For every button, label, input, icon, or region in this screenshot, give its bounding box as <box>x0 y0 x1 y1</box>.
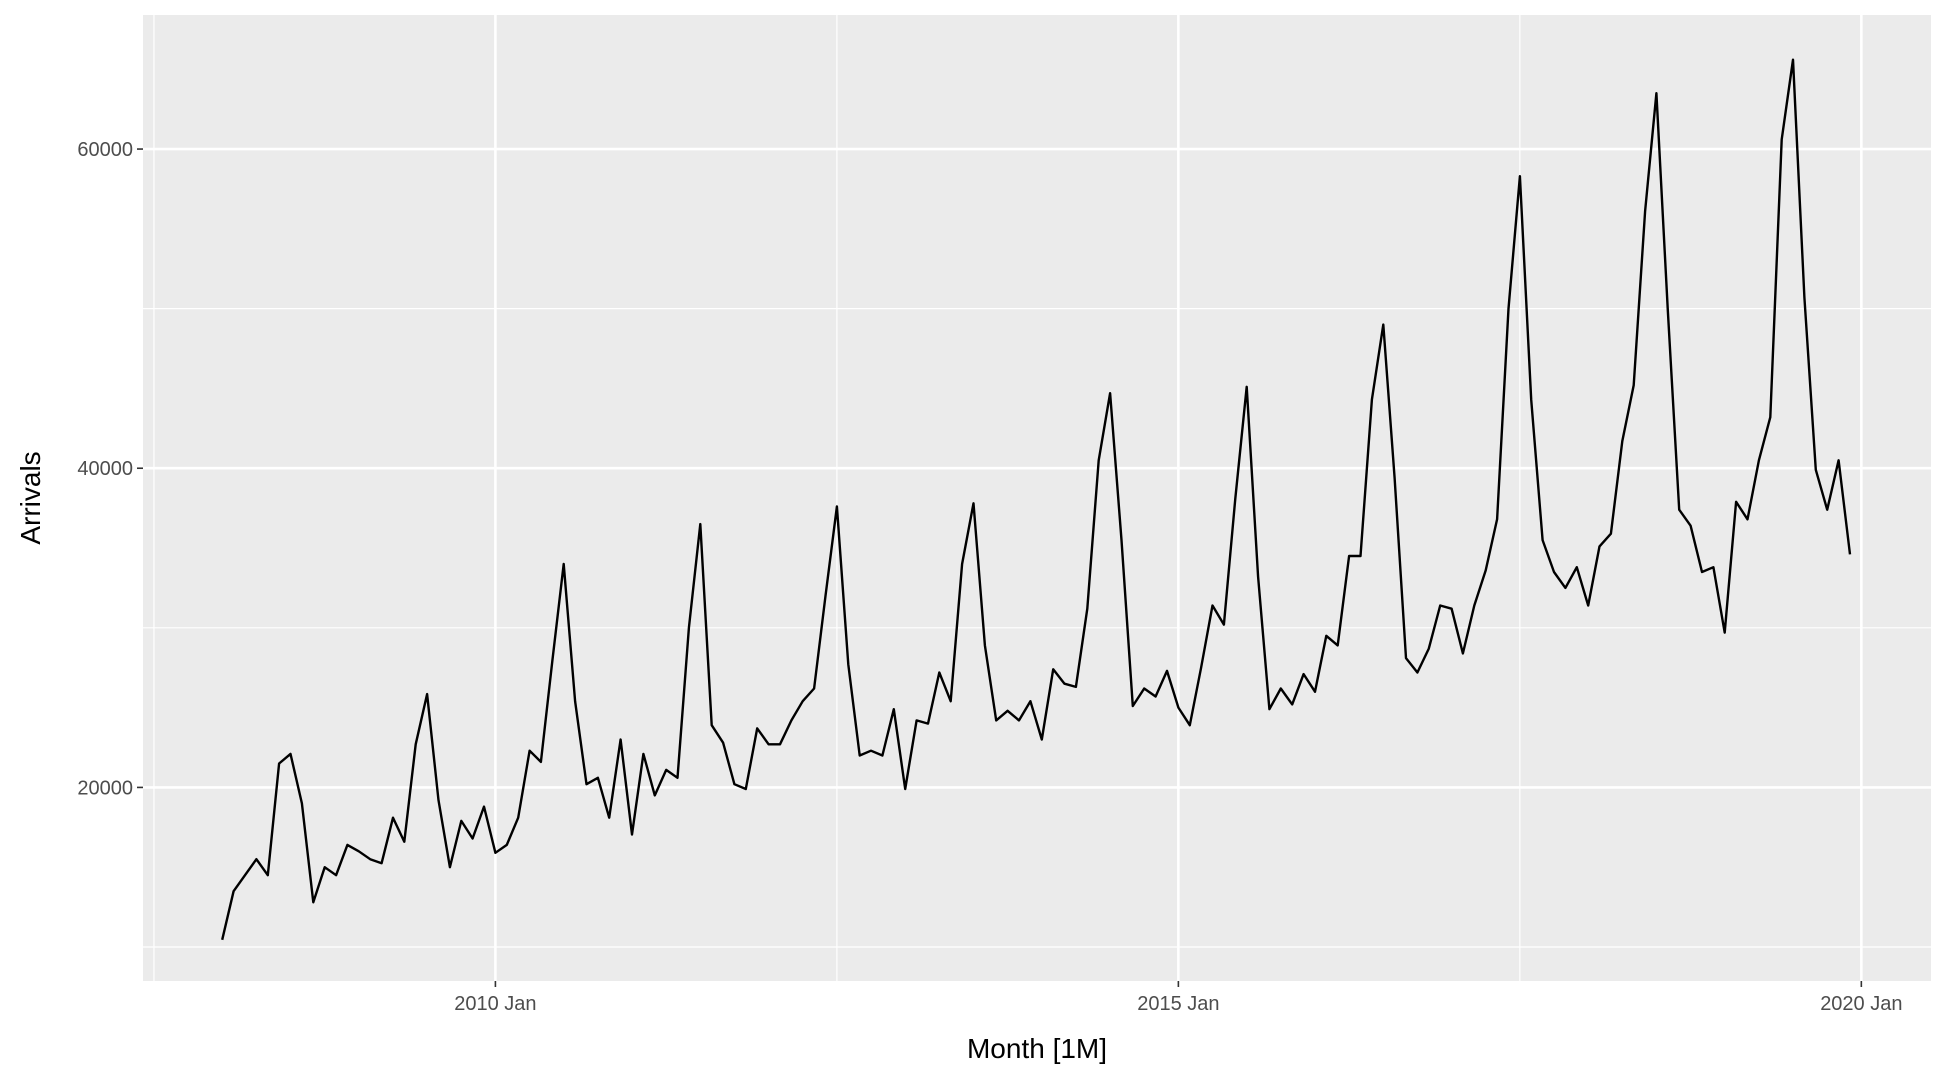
x-axis-title: Month [1M] <box>967 1033 1107 1064</box>
y-tick-label: 40000 <box>77 458 133 480</box>
x-tick-label: 2020 Jan <box>1820 993 1902 1015</box>
series-line-arrivals <box>221 58 1852 941</box>
major-gridlines <box>143 15 1931 981</box>
y-axis: 20000 40000 60000 <box>77 139 143 799</box>
x-tick-label: 2010 Jan <box>454 993 536 1015</box>
plot-panel <box>143 15 1931 981</box>
x-tick-label: 2015 Jan <box>1137 993 1219 1015</box>
y-axis-title: Arrivals <box>15 451 46 544</box>
y-tick-label: 60000 <box>77 139 133 161</box>
series-layer <box>221 58 1852 941</box>
y-tick-label: 20000 <box>77 777 133 799</box>
x-axis: 2010 Jan 2015 Jan 2020 Jan <box>454 981 1902 1015</box>
